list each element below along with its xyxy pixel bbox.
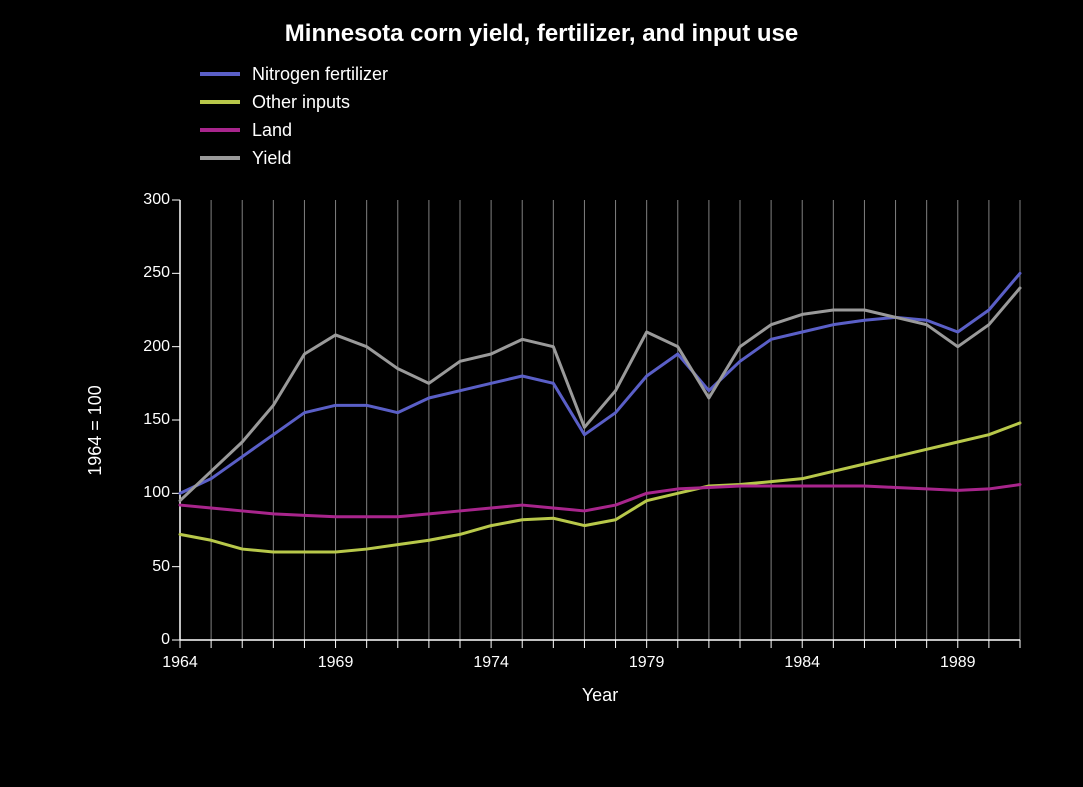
legend-item: Land [200, 116, 388, 144]
x-tick-label: 1974 [473, 654, 509, 672]
legend-item: Other inputs [200, 88, 388, 116]
y-tick-label: 0 [110, 631, 170, 649]
legend-swatch [200, 72, 240, 76]
x-tick-label: 1989 [940, 654, 976, 672]
x-axis-title: Year [500, 685, 700, 706]
chart-title: Minnesota corn yield, fertilizer, and in… [0, 20, 1083, 48]
x-tick-label: 1979 [629, 654, 665, 672]
legend-swatch [200, 100, 240, 104]
legend-item: Nitrogen fertilizer [200, 60, 388, 88]
y-tick-label: 50 [110, 558, 170, 576]
x-tick-label: 1969 [318, 654, 354, 672]
y-tick-label: 150 [110, 411, 170, 429]
chart-svg [179, 199, 1021, 651]
series-line [180, 288, 1020, 501]
y-tick-label: 300 [110, 191, 170, 209]
plot-area [180, 200, 1020, 640]
legend-label: Nitrogen fertilizer [252, 64, 388, 85]
legend-label: Yield [252, 148, 291, 169]
legend-swatch [200, 128, 240, 132]
series-line [180, 485, 1020, 517]
y-axis-title: 1964 = 100 [85, 385, 106, 476]
legend-item: Yield [200, 144, 388, 172]
series-line [180, 273, 1020, 493]
legend-label: Other inputs [252, 92, 350, 113]
y-tick-label: 100 [110, 484, 170, 502]
x-tick-label: 1984 [784, 654, 820, 672]
legend-label: Land [252, 120, 292, 141]
y-tick-label: 250 [110, 264, 170, 282]
legend: Nitrogen fertilizer Other inputs Land Yield [200, 60, 388, 172]
chart-container: Minnesota corn yield, fertilizer, and in… [0, 0, 1083, 787]
legend-swatch [200, 156, 240, 160]
x-tick-label: 1964 [162, 654, 198, 672]
y-tick-label: 200 [110, 338, 170, 356]
